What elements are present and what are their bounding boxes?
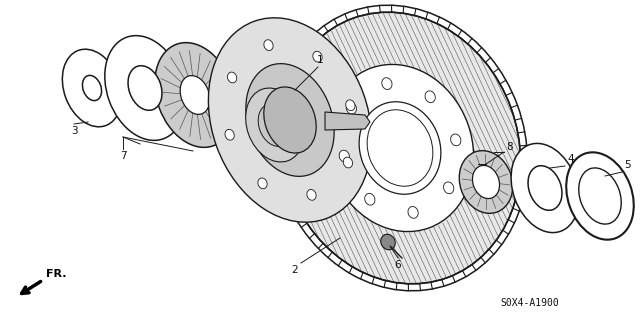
Ellipse shape [246, 88, 305, 162]
Ellipse shape [128, 66, 162, 110]
Ellipse shape [359, 102, 441, 194]
Ellipse shape [451, 134, 461, 146]
Ellipse shape [307, 189, 316, 200]
Text: 6: 6 [395, 260, 401, 270]
Ellipse shape [339, 150, 349, 162]
Ellipse shape [264, 87, 316, 153]
Polygon shape [325, 112, 370, 130]
Text: 1: 1 [317, 55, 323, 65]
Ellipse shape [346, 102, 356, 114]
Ellipse shape [444, 182, 454, 194]
Ellipse shape [83, 75, 102, 100]
Ellipse shape [367, 110, 433, 186]
Ellipse shape [566, 152, 634, 240]
Text: 7: 7 [120, 151, 126, 161]
Text: 8: 8 [506, 142, 513, 152]
Ellipse shape [62, 49, 122, 127]
Text: 4: 4 [567, 154, 573, 164]
Text: 5: 5 [624, 160, 630, 170]
Ellipse shape [511, 144, 579, 233]
Ellipse shape [408, 206, 418, 218]
Ellipse shape [326, 64, 474, 232]
Ellipse shape [180, 76, 210, 115]
Ellipse shape [365, 193, 375, 205]
Ellipse shape [227, 72, 237, 83]
Ellipse shape [425, 91, 435, 103]
Ellipse shape [579, 168, 621, 224]
Ellipse shape [382, 78, 392, 90]
Ellipse shape [246, 63, 334, 176]
Ellipse shape [155, 43, 236, 147]
Ellipse shape [528, 166, 562, 210]
Ellipse shape [381, 234, 396, 250]
Text: FR.: FR. [46, 269, 67, 279]
Text: 3: 3 [70, 126, 77, 136]
Ellipse shape [472, 166, 500, 199]
Ellipse shape [313, 51, 322, 62]
Ellipse shape [343, 157, 353, 168]
Ellipse shape [209, 18, 372, 222]
Ellipse shape [105, 36, 185, 140]
Ellipse shape [225, 129, 234, 140]
Ellipse shape [258, 178, 267, 189]
Text: S0X4-A1900: S0X4-A1900 [500, 298, 559, 308]
Text: 2: 2 [292, 265, 298, 275]
Ellipse shape [346, 100, 355, 111]
Ellipse shape [280, 12, 520, 284]
Ellipse shape [258, 104, 292, 146]
Ellipse shape [264, 40, 273, 50]
Ellipse shape [460, 151, 513, 213]
